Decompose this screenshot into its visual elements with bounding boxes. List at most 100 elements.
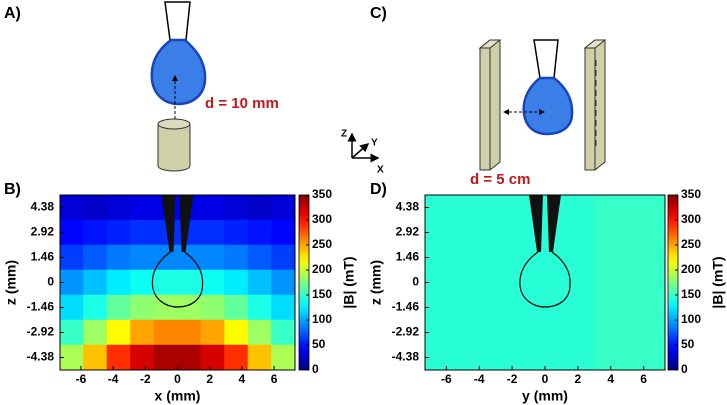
heatmap-cell <box>177 319 202 346</box>
y-axis-label: z (mm) <box>368 260 384 305</box>
heatmap-cell <box>224 194 249 221</box>
colorbar-tick-label: 100 <box>312 312 332 326</box>
distance-label: d = 10 mm <box>205 95 279 112</box>
heatmap-cell <box>271 194 296 221</box>
pipette <box>161 195 194 252</box>
heatmap-cell <box>247 269 272 296</box>
heatmap-cell <box>271 294 296 321</box>
heatmap-cell <box>271 344 296 371</box>
colorbar-tick-label: 150 <box>312 287 332 301</box>
heatmap-cell <box>247 294 272 321</box>
heatmap-cell <box>224 269 249 296</box>
droplet-outline <box>519 251 571 308</box>
heatmap-cell <box>200 244 225 271</box>
x-tick-label: 2 <box>575 372 582 386</box>
heatmap-cell <box>153 269 178 296</box>
x-tick-label: 4 <box>239 372 246 386</box>
heatmap-cell <box>83 244 108 271</box>
x-tick-label: 0 <box>542 372 549 386</box>
heatmap-cell <box>247 194 272 221</box>
colorbar-tick-label: 100 <box>681 312 701 326</box>
heatmap-cell <box>106 244 131 271</box>
x-tick-label: 4 <box>607 372 614 386</box>
panel-label: C) <box>370 5 387 22</box>
y-tick-label: 2.92 <box>396 225 420 239</box>
heatmap-cell <box>106 319 131 346</box>
distance-label: d = 5 cm <box>470 171 530 188</box>
x-tick-label: -4 <box>474 372 485 386</box>
y-tick-label: -2.92 <box>392 325 420 339</box>
y-tick-label: 0 <box>412 275 419 289</box>
heatmap-cell <box>224 219 249 246</box>
heatmap-cell <box>106 269 131 296</box>
x-tick-label: 6 <box>271 372 278 386</box>
y-axis-label: z (mm) <box>3 260 19 305</box>
heatmap-cell <box>224 344 249 371</box>
axis-label: Z <box>341 129 347 140</box>
heatmap-cell <box>106 294 131 321</box>
panel-label: A) <box>4 5 21 22</box>
heatmap-cell <box>83 319 108 346</box>
heatmap-cell <box>83 294 108 321</box>
x-axis-label: x (mm) <box>155 388 201 404</box>
heatmap-cell <box>83 194 108 221</box>
colorbar <box>298 194 310 371</box>
pipette <box>529 195 561 252</box>
heatmap-cell <box>200 344 225 371</box>
y-tick-label: -1.46 <box>27 300 55 314</box>
y-tick-label: -1.46 <box>392 300 420 314</box>
x-tick-label: -6 <box>441 372 452 386</box>
colorbar-label: |B| (mT) <box>341 256 357 308</box>
colorbar-tick-label: 300 <box>312 212 332 226</box>
y-tick-label: 2.92 <box>31 225 55 239</box>
colorbar-tick-label: 50 <box>312 337 326 351</box>
heatmap-cell <box>177 244 202 271</box>
y-tick-label: -4.38 <box>392 350 420 364</box>
y-tick-label: -2.92 <box>27 325 55 339</box>
colorbar-tick-label: 150 <box>681 287 701 301</box>
diagram-a: d = 10 mm <box>150 1 279 172</box>
heatmap-cell <box>130 244 155 271</box>
colorbar <box>667 194 679 371</box>
heatmap-cell <box>594 194 666 371</box>
heatmap-cell <box>130 344 155 371</box>
axis-label: X <box>377 165 384 176</box>
panel-label: B) <box>4 181 21 198</box>
y-tick-label: 1.46 <box>31 250 55 264</box>
heatmap-cell <box>106 219 131 246</box>
heatmap-cell <box>177 269 202 296</box>
heatmap-cell <box>200 319 225 346</box>
heatmap-cell <box>200 219 225 246</box>
x-tick-label: -2 <box>140 372 151 386</box>
x-tick-label: 2 <box>206 372 213 386</box>
x-tick-label: -2 <box>507 372 518 386</box>
x-tick-label: 6 <box>640 372 647 386</box>
heatmap-cell <box>247 344 272 371</box>
heatmap-cell <box>106 194 131 221</box>
heatmap-cell <box>83 219 108 246</box>
x-tick-label: -4 <box>108 372 119 386</box>
colorbar-tick-label: 350 <box>681 187 701 201</box>
axis-triad: Z Y X <box>341 129 384 176</box>
panel-label: D) <box>370 181 387 198</box>
y-tick-label: -4.38 <box>27 350 55 364</box>
heatmap-cell <box>130 219 155 246</box>
heatmap-cell <box>271 319 296 346</box>
colorbar-tick-label: 200 <box>312 262 332 276</box>
y-tick-label: 1.46 <box>396 250 420 264</box>
heatmap-cell <box>247 219 272 246</box>
colorbar-tick-label: 250 <box>681 237 701 251</box>
y-tick-label: 0 <box>47 275 54 289</box>
heatmap-cell <box>224 319 249 346</box>
colorbar-label: |B| (mT) <box>710 256 726 308</box>
heatmap-cell <box>200 269 225 296</box>
axis-label: Y <box>371 138 378 149</box>
heatmap-cell <box>153 344 178 371</box>
x-tick-label: -6 <box>76 372 87 386</box>
heatmap-cell <box>130 269 155 296</box>
heatmap-cell <box>200 294 225 321</box>
heatmap-cell <box>153 244 178 271</box>
y-tick-label: 4.38 <box>396 200 420 214</box>
heatmap-cell <box>424 194 595 371</box>
heatmap-cell <box>130 294 155 321</box>
